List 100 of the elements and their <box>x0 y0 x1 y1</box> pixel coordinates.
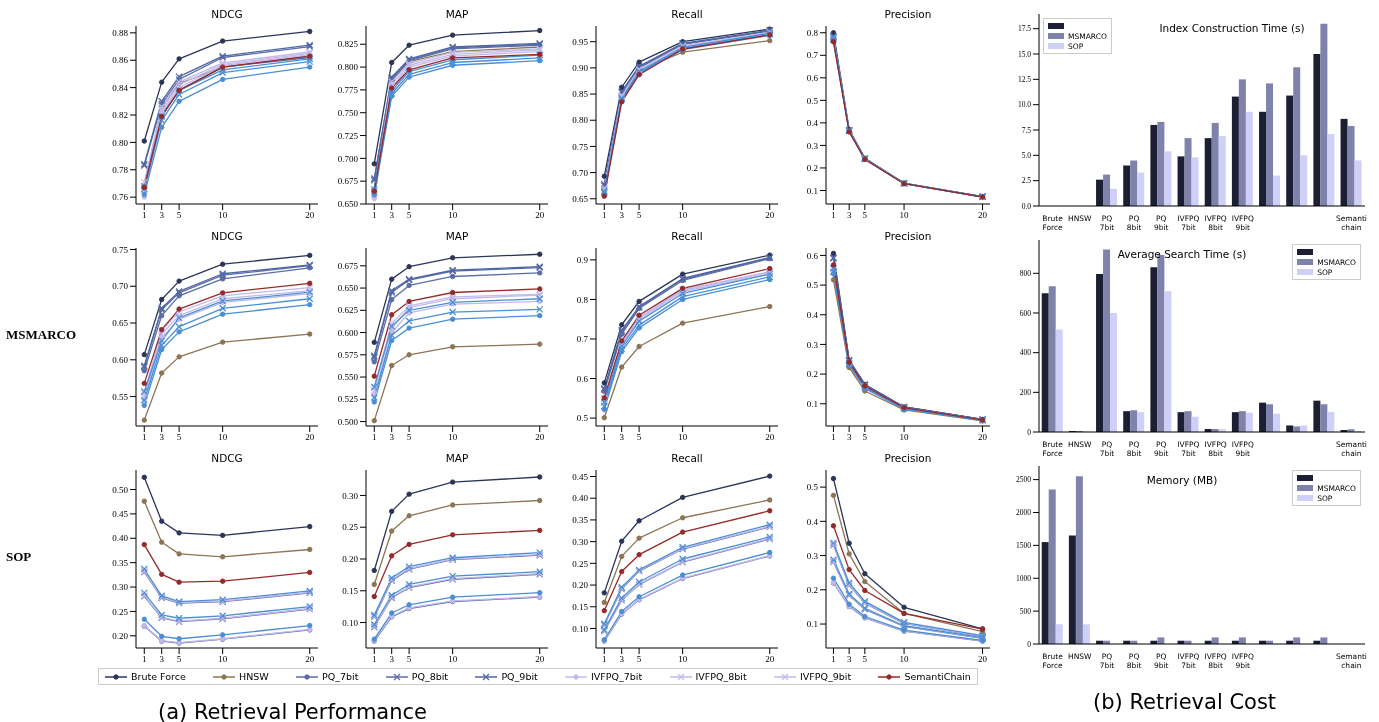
y-tick-label: 0.15 <box>572 601 589 612</box>
y-tick-label: 0.525 <box>337 394 359 405</box>
legend-label: HNSW <box>239 671 269 682</box>
y-tick-label: 0.825 <box>337 39 359 50</box>
x-tick-label: 5 <box>176 210 182 221</box>
y-tick-label: 0.70 <box>112 281 129 292</box>
y-tick-label: 0.6 <box>806 73 819 84</box>
y-tick-label: 0.84 <box>112 82 129 93</box>
text: (a) Retrieval Performance <box>158 700 428 722</box>
y-tick-label: 0.675 <box>337 176 359 187</box>
x-tick-label: 10 <box>899 654 910 665</box>
x-tick-label: 20 <box>305 432 315 443</box>
y-tick-label: 0.35 <box>112 557 129 568</box>
y-tick-label: 0.5 <box>576 413 589 424</box>
x-tick-label: 5 <box>406 432 412 443</box>
x-tick-label: 5 <box>636 210 642 221</box>
y-tick-label: 0.45 <box>572 471 589 482</box>
x-tick-label: 5 <box>862 432 868 443</box>
x-tick-label: 5 <box>636 654 642 665</box>
x-tick-label: 3 <box>159 432 165 443</box>
y-tick-label: 0.8 <box>576 294 589 305</box>
y-tick-label: 0.800 <box>337 62 359 73</box>
y-tick-label: 0.8 <box>806 27 819 38</box>
x-tick-label: 3 <box>159 210 165 221</box>
y-tick-label: 0.3 <box>806 140 819 151</box>
y-tick-label: 0.7 <box>576 334 589 345</box>
x-tick-label: 1 <box>831 432 836 443</box>
y-tick-label: 0.700 <box>337 153 359 164</box>
chart-title: MAP <box>444 230 470 242</box>
y-tick-label: 0.9 <box>576 255 589 266</box>
y-tick-label: 0.30 <box>342 490 359 501</box>
x-tick-label: 1 <box>602 432 607 443</box>
y-tick-label: 0.75 <box>572 141 589 152</box>
x-tick-label: 20 <box>765 654 775 665</box>
x-tick-label: 3 <box>846 654 852 665</box>
x-tick-label: 5 <box>406 210 412 221</box>
x-tick-label: 20 <box>305 210 315 221</box>
x-tick-label: 1 <box>142 432 147 443</box>
chart-title: NDCG <box>210 452 244 464</box>
y-tick-label: 0.78 <box>112 164 129 175</box>
x-tick-label: 10 <box>218 654 228 665</box>
y-tick-label: 0.600 <box>337 327 359 338</box>
y-tick-label: 0.4 <box>806 118 819 129</box>
x-tick-label: 20 <box>535 210 545 221</box>
x-tick-label: 5 <box>862 210 868 221</box>
y-tick-label: 0.80 <box>572 115 589 126</box>
x-tick-label: 20 <box>535 654 545 665</box>
y-tick-label: 0.5 <box>806 95 819 106</box>
y-tick-label: 0.75 <box>112 244 129 255</box>
chart-title: Recall <box>670 230 704 242</box>
y-tick-label: 0.7 <box>806 50 819 61</box>
chart-title: Recall <box>670 8 704 20</box>
y-tick-label: 0.30 <box>112 582 129 593</box>
y-tick-label: 0.750 <box>337 107 359 118</box>
y-tick-label: 0.4 <box>806 309 819 320</box>
legend-label: Brute Force <box>131 671 186 682</box>
legend-label: PQ_8bit <box>411 671 449 682</box>
x-tick-label: 5 <box>406 654 412 665</box>
x-tick-label: 1 <box>142 210 147 221</box>
y-tick-label: 0.10 <box>342 617 359 628</box>
chart-title: MAP <box>444 8 470 20</box>
x-tick-label: 1 <box>602 210 607 221</box>
y-tick-label: 0.95 <box>572 36 589 47</box>
x-tick-label: 3 <box>619 210 625 221</box>
x-tick-label: 1 <box>372 654 377 665</box>
x-tick-label: 10 <box>899 432 910 443</box>
x-tick-label: 5 <box>862 654 868 665</box>
chart-title: Precision <box>883 230 933 242</box>
y-tick-label: 0.5 <box>806 482 819 493</box>
y-tick-label: 0.40 <box>572 493 589 504</box>
x-tick-label: 20 <box>978 210 988 221</box>
x-tick-label: 5 <box>636 432 642 443</box>
y-tick-label: 0.1 <box>806 619 818 630</box>
legend-label: IVFPQ_7bit <box>591 671 643 682</box>
x-tick-label: 3 <box>389 654 395 665</box>
chart-title: Precision <box>883 8 933 20</box>
x-tick-label: 1 <box>831 654 836 665</box>
x-tick-label: 3 <box>159 654 165 665</box>
x-tick-label: 20 <box>765 210 775 221</box>
text: SOP <box>6 549 33 565</box>
y-tick-label: 0.15 <box>342 585 359 596</box>
x-tick-label: 10 <box>218 210 228 221</box>
y-tick-label: 0.775 <box>337 85 359 96</box>
legend-label: PQ_7bit <box>322 671 359 682</box>
text: Index Construction Time (s) <box>1159 22 1305 34</box>
x-tick-label: 10 <box>448 432 458 443</box>
y-tick-label: 0.50 <box>112 484 129 495</box>
y-tick-label: 0.20 <box>112 631 129 641</box>
y-tick-label: 0.575 <box>337 349 359 360</box>
x-tick-label: 3 <box>619 654 625 665</box>
y-tick-label: 0.70 <box>572 167 589 178</box>
text: MSMARCO <box>6 327 78 343</box>
y-tick-label: 0.675 <box>337 260 359 271</box>
chart-title: Recall <box>670 452 704 464</box>
y-tick-label: 0.86 <box>112 55 129 66</box>
x-tick-label: 1 <box>142 654 147 665</box>
y-tick-label: 0.4 <box>806 516 819 527</box>
x-tick-label: 10 <box>448 210 458 221</box>
x-tick-label: 1 <box>831 210 836 221</box>
legend-label: PQ_9bit <box>501 671 538 682</box>
